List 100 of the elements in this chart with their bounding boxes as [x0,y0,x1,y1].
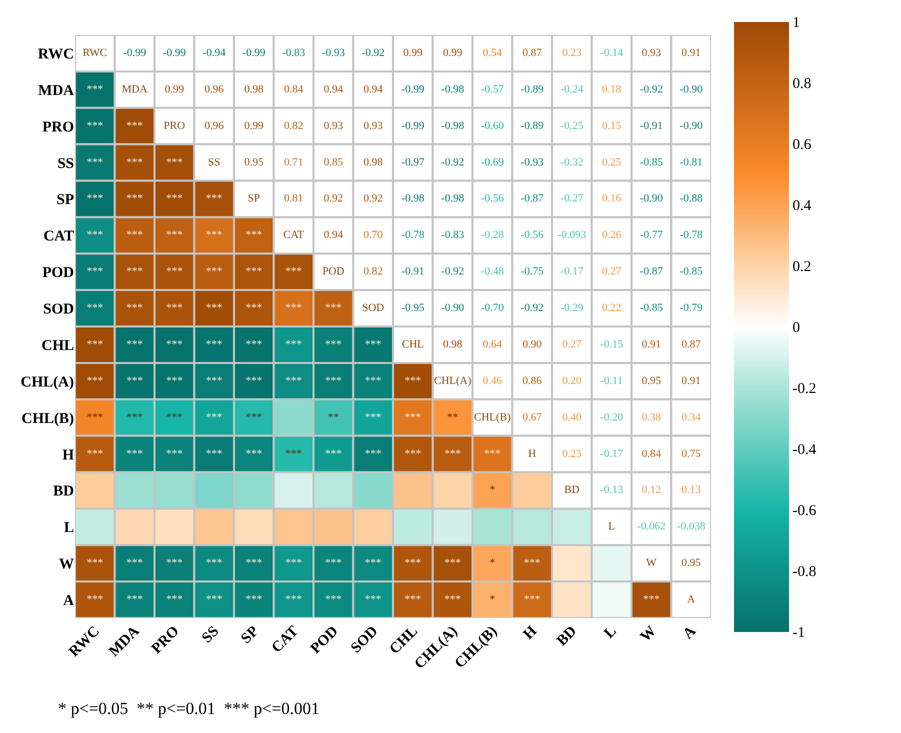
text: 0.94 [364,83,383,96]
text: -0.99 [242,46,266,59]
data-label: *** [643,594,660,606]
color-bar-label: 1 [792,14,800,31]
text: * p<=0.05 ** p<=0.01 *** p<=0.001 [58,699,320,718]
text: A [687,594,696,606]
text: H [528,448,536,460]
text: 0.93 [642,46,662,59]
data-label: *** [86,374,104,387]
text: -0.20 [600,411,624,424]
text: 0.87 [522,46,542,59]
text: 0.82 [364,266,383,278]
data-label: *** [246,338,262,350]
x-tick-label: SP [238,623,262,648]
text: -0.99 [123,46,146,59]
color-bar-label: 0.8 [792,76,812,92]
data-label: *** [86,192,104,205]
text: 0.99 [443,46,462,59]
text: 0.91 [682,374,701,387]
text: 0.93 [364,120,383,132]
text: SP [248,192,260,205]
data-label: *** [166,266,183,278]
data-label: *** [246,557,262,570]
data-label: *** [126,594,143,606]
text: 0.40 [562,411,582,424]
x-tick-label: H [520,623,540,643]
text: 0.64 [482,338,502,350]
data-label: *** [246,374,262,387]
text: -0.56 [480,192,504,205]
text: -0.98 [441,120,464,132]
data-label: *** [166,229,183,242]
data-label: *** [166,557,183,570]
text: 0.85 [324,156,344,168]
text: -0.99 [162,46,186,59]
data-label: *** [285,557,302,570]
y-tick-label: POD [42,265,74,282]
data-label: *** [404,594,422,606]
y-tick-label: H [62,447,74,464]
text: 0.87 [682,338,701,350]
text: -0.81 [680,156,703,168]
data-label: *** [126,448,143,460]
text: 0.16 [602,192,622,205]
text: -0.038 [676,520,706,533]
data-label: *** [484,448,501,460]
data-label: *** [364,411,382,424]
text: 0.96 [204,120,224,132]
text: -0.28 [480,229,504,242]
text: W [646,557,657,570]
text: 0.20 [562,374,582,387]
text: 0.71 [284,156,304,168]
data-label: *** [285,266,302,278]
data-label: *** [206,302,222,314]
text: -0.90 [680,120,703,132]
data-label: *** [524,594,540,606]
data-label: *** [285,374,302,387]
text: -0.89 [520,83,544,96]
text: -0.91 [640,120,663,132]
text: 0.91 [642,338,662,350]
data-label: *** [404,448,422,460]
data-label: *** [166,411,183,424]
text: -0.14 [600,46,624,59]
text: -0.69 [480,156,504,168]
data-label: *** [126,120,143,132]
text: 0.25 [602,156,622,168]
text: 0.38 [642,411,662,424]
text: -0.90 [680,83,703,96]
data-label: *** [86,83,104,96]
text: -0.85 [640,156,663,168]
text: 0.99 [403,46,423,59]
text: -0.91 [401,266,424,278]
text: -0.77 [640,229,663,242]
text: 0.18 [602,83,622,96]
text: -0.92 [640,83,663,96]
text: L [608,520,615,533]
data-label: *** [126,302,143,314]
data-label: *** [325,557,342,570]
text: -0.48 [480,266,504,278]
x-tick-label: L [601,623,620,642]
text: -0.70 [480,302,504,314]
data-label: * [490,557,496,570]
text: -0.83 [441,229,464,242]
data-label: *** [206,557,222,570]
text: -0.83 [282,46,306,59]
data-label: *** [86,120,104,132]
data-label: *** [206,374,222,387]
text: -0.98 [441,83,464,96]
text: -0.90 [441,302,464,314]
text: -0.93 [322,46,345,59]
text: -0.093 [558,229,586,242]
text: 0.23 [562,46,582,59]
data-label: *** [246,411,262,424]
text: 0.91 [682,46,701,59]
data-label: *** [86,594,104,606]
text: 0.86 [522,374,542,387]
y-tick-label: PRO [42,119,74,136]
text: 0.26 [602,229,622,242]
data-label: *** [126,229,143,242]
text: -0.27 [560,192,584,205]
text: 0.84 [642,448,662,460]
text: 0.98 [364,156,383,168]
